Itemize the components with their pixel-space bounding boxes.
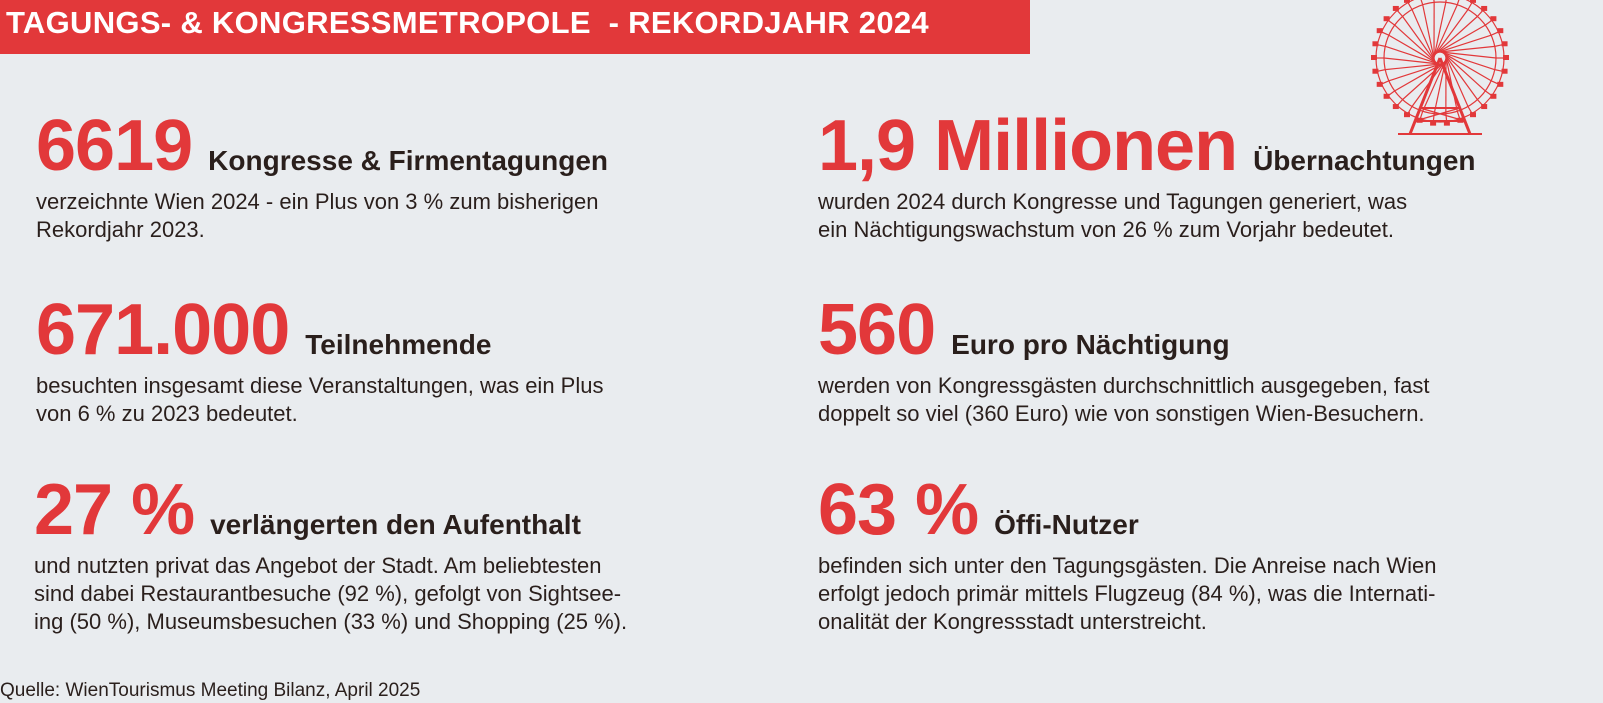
- description-line: ing (50 %), Museumsbesuchen (33 %) und S…: [34, 609, 628, 634]
- stat-label: Euro pro Nächtigung: [951, 329, 1230, 360]
- stat-label: verlängerten den Aufenthalt: [210, 509, 581, 540]
- description-line: sind dabei Restaurantbesuche (92 %), gef…: [34, 581, 622, 606]
- page-title: TAGUNGS- & KONGRESSMETROPOLE - REKORDJAH…: [6, 5, 929, 40]
- stat-label: Kongresse & Firmentagungen: [208, 145, 609, 176]
- stat-description: und nutzten privat das Angebot der Stadt…: [34, 552, 734, 636]
- stat-extended-stay: 27 % verlängerten den Aufenthalt und nutz…: [34, 474, 754, 636]
- stat-description: befinden sich unter den Tagungsgästen. D…: [818, 552, 1518, 636]
- description-line: von 6 % zu 2023 bedeutet.: [36, 401, 298, 426]
- ferris-wheel-icon: [1371, 0, 1509, 135]
- description-line: besuchten insgesamt diese Veranstaltunge…: [36, 373, 604, 398]
- description-line: Rekordjahr 2023.: [36, 217, 205, 242]
- stat-label: Teilnehmende: [305, 329, 492, 360]
- stat-description: verzeichnte Wien 2024 - ein Plus von 3 %…: [36, 188, 736, 244]
- stat-value: 27 %: [34, 470, 195, 550]
- page-title-banner: TAGUNGS- & KONGRESSMETROPOLE - REKORDJAH…: [0, 0, 1030, 54]
- description-line: onalität der Kongressstadt unterstreicht…: [818, 609, 1207, 634]
- description-line: doppelt so viel (360 Euro) wie von sonst…: [818, 401, 1425, 426]
- source-note: Quelle: WienTourismus Meeting Bilanz, Ap…: [0, 680, 421, 701]
- stat-overnight-stays: 1,9 Millionen Übernachtungen wurden 2024 …: [818, 110, 1538, 244]
- description-line: verzeichnte Wien 2024 - ein Plus von 3 %…: [36, 189, 599, 214]
- description-line: und nutzten privat das Angebot der Stadt…: [34, 553, 602, 578]
- stat-description: besuchten insgesamt diese Veranstaltunge…: [36, 372, 736, 428]
- stat-value: 671.000: [36, 290, 290, 370]
- stat-public-transport: 63 % Öffi-Nutzer befinden sich unter den …: [818, 474, 1538, 636]
- stat-value: 1,9 Millionen: [818, 106, 1238, 186]
- stat-participants: 671.000 Teilnehmende besuchten insgesamt …: [36, 294, 756, 428]
- stat-label: Öffi-Nutzer: [994, 509, 1139, 540]
- stat-value: 63 %: [818, 470, 979, 550]
- stat-congresses: 6619 Kongresse & Firmentagungen verzeichn…: [36, 110, 756, 244]
- description-line: befinden sich unter den Tagungsgästen. D…: [818, 553, 1437, 578]
- stat-description: wurden 2024 durch Kongresse und Tagungen…: [818, 188, 1518, 244]
- stat-spending: 560 Euro pro Nächtigung werden von Kongre…: [818, 294, 1538, 428]
- stat-description: werden von Kongressgästen durchschnittli…: [818, 372, 1518, 428]
- description-line: werden von Kongressgästen durchschnittli…: [818, 373, 1430, 398]
- stat-label: Übernachtungen: [1253, 145, 1476, 176]
- description-line: wurden 2024 durch Kongresse und Tagungen…: [818, 189, 1408, 214]
- stat-value: 560: [818, 290, 936, 370]
- description-line: erfolgt jedoch primär mittels Flugzeug (…: [818, 581, 1436, 606]
- description-line: ein Nächtigungswachstum von 26 % zum Vor…: [818, 217, 1394, 242]
- stat-value: 6619: [36, 106, 193, 186]
